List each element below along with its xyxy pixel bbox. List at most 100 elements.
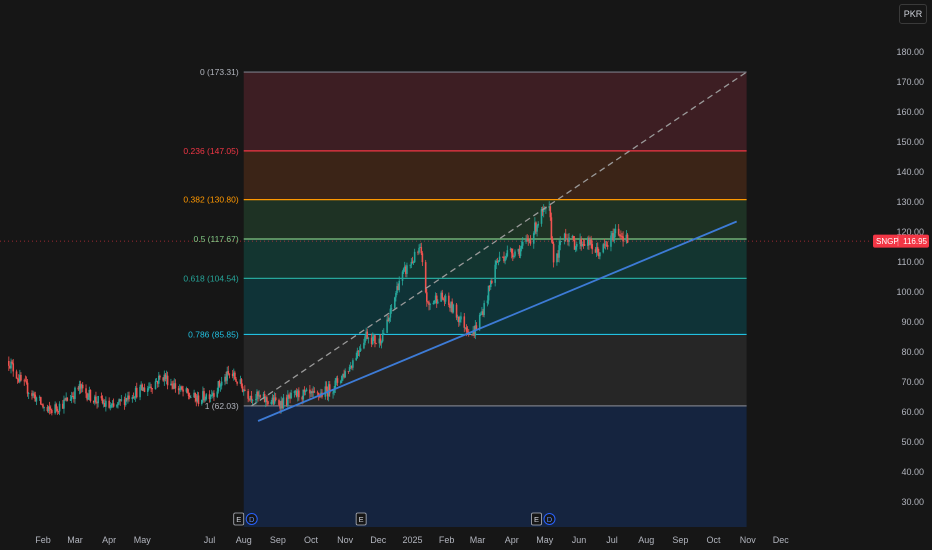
candle-body bbox=[518, 248, 521, 256]
candle-body bbox=[188, 395, 191, 398]
drawing-lines[interactable] bbox=[0, 71, 870, 422]
earnings-marker[interactable] bbox=[233, 512, 245, 526]
candle-body bbox=[65, 397, 67, 400]
time-tick-label: Sep bbox=[672, 535, 688, 545]
earnings-marker[interactable] bbox=[355, 512, 367, 526]
time-tick-label: May bbox=[134, 535, 152, 545]
candle-body bbox=[234, 372, 236, 379]
candle-body bbox=[309, 389, 311, 394]
earnings-marker[interactable] bbox=[531, 512, 542, 526]
candle-body bbox=[527, 239, 530, 241]
candle-body bbox=[402, 268, 405, 272]
candle-body bbox=[140, 384, 142, 387]
candle-body bbox=[472, 330, 474, 335]
candle-body bbox=[298, 390, 300, 398]
candle-body bbox=[573, 240, 576, 250]
candle-body bbox=[33, 393, 35, 395]
candle-body bbox=[162, 377, 165, 381]
candle-body bbox=[290, 392, 292, 399]
fibonacci-retracement[interactable] bbox=[243, 71, 747, 527]
candle-body bbox=[311, 391, 313, 393]
candle-body bbox=[520, 245, 523, 249]
candle-body bbox=[32, 393, 34, 396]
candle-body bbox=[204, 399, 206, 401]
candle-body bbox=[605, 244, 608, 246]
candle-body bbox=[124, 397, 127, 405]
candle-body bbox=[336, 378, 339, 383]
candle-body bbox=[435, 295, 438, 304]
candle-body bbox=[557, 253, 559, 258]
candle-body bbox=[224, 376, 226, 382]
candle-body bbox=[186, 388, 189, 393]
candle-body bbox=[166, 375, 169, 386]
candle-body bbox=[512, 253, 514, 258]
candle-body bbox=[450, 301, 452, 309]
candle-body bbox=[302, 389, 305, 400]
candle-body bbox=[617, 228, 620, 235]
time-tick-label: Jul bbox=[606, 535, 618, 545]
dividend-marker[interactable] bbox=[543, 513, 556, 525]
candle-body bbox=[497, 261, 500, 262]
candle-body bbox=[258, 395, 260, 397]
candle-body bbox=[487, 285, 490, 301]
candle-body bbox=[62, 403, 64, 409]
candle-body bbox=[241, 386, 244, 392]
price-tick-label: 60.00 bbox=[901, 407, 924, 417]
candle-body bbox=[558, 245, 560, 258]
candle-body bbox=[41, 404, 43, 406]
support-trendline[interactable] bbox=[257, 220, 738, 422]
candle-body bbox=[611, 233, 613, 236]
candle-body bbox=[349, 366, 352, 368]
candle-body bbox=[235, 378, 237, 382]
time-axis[interactable]: Feb Mar Apr May Jul Aug Sep Oct Nov Dec 2025 Feb Mar… bbox=[35, 535, 789, 545]
candle-body bbox=[117, 402, 119, 406]
candle-body bbox=[390, 308, 393, 310]
candle-body bbox=[178, 389, 181, 391]
candle-body bbox=[196, 395, 199, 402]
candle-body bbox=[463, 316, 466, 328]
event-marker-label: D bbox=[547, 515, 553, 524]
candle-body bbox=[278, 400, 280, 405]
candle-body bbox=[31, 393, 33, 396]
fibonacci-level-labels: 0 (173.31) 0.236 (147.05) 0.382 (130.80) 0.… bbox=[183, 67, 238, 411]
dividend-marker[interactable] bbox=[245, 513, 258, 525]
candle-body bbox=[378, 338, 381, 344]
candle-body bbox=[552, 243, 555, 263]
candle-body bbox=[142, 387, 145, 391]
candle-body bbox=[87, 397, 90, 400]
candle-body bbox=[365, 331, 367, 337]
candle-body bbox=[519, 248, 522, 256]
candle-body bbox=[25, 381, 28, 383]
candle-body bbox=[429, 304, 431, 305]
candle-body bbox=[510, 248, 513, 254]
time-tick-label: Feb bbox=[35, 535, 51, 545]
candle-body bbox=[101, 398, 104, 404]
last-price-marker: SNGP 116.95 bbox=[873, 234, 929, 248]
candle-body bbox=[118, 399, 120, 403]
candle-body bbox=[181, 386, 183, 390]
candle-body bbox=[418, 247, 420, 253]
candle-body bbox=[316, 392, 319, 394]
candle-body bbox=[242, 389, 245, 392]
candle-body bbox=[225, 376, 227, 381]
candle-body bbox=[257, 391, 259, 397]
candle-body bbox=[494, 264, 496, 283]
candle-body bbox=[110, 404, 113, 407]
candle-body bbox=[448, 295, 450, 305]
candle-body bbox=[535, 222, 537, 232]
candle-body bbox=[285, 397, 288, 406]
price-tick-label: 40.00 bbox=[901, 467, 924, 477]
candle-body bbox=[405, 266, 407, 274]
candle-body bbox=[596, 247, 599, 253]
candle-body bbox=[478, 314, 481, 330]
candle-body bbox=[595, 247, 598, 253]
candle-body bbox=[442, 298, 445, 300]
time-tick-label: Feb bbox=[439, 535, 455, 545]
candle-body bbox=[266, 397, 268, 402]
currency-badge[interactable]: PKR bbox=[899, 4, 927, 24]
candle-body bbox=[480, 313, 482, 315]
price-tick-label: 70.00 bbox=[901, 377, 924, 387]
price-axis[interactable]: 180.00 170.00 160.00 150.00 140.00 130.00 120.… bbox=[896, 47, 924, 507]
